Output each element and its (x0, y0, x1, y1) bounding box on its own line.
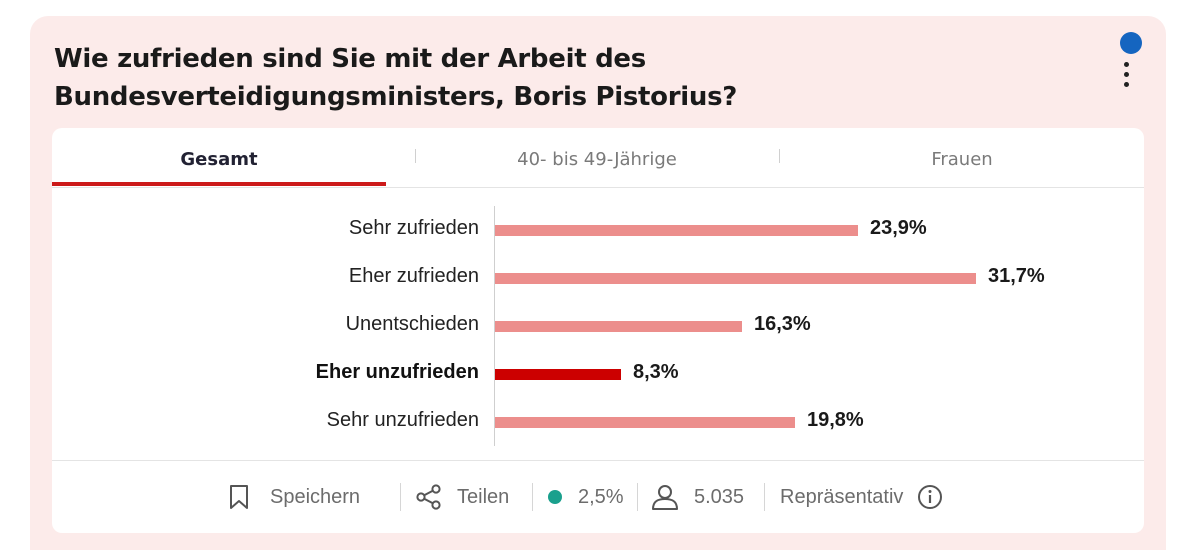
result-row: Eher unzufrieden 8,3% (52, 352, 1144, 392)
category-label: Sehr zufrieden (348, 217, 479, 239)
tab-divider (415, 149, 416, 163)
error-margin: 2,5% (548, 481, 624, 513)
value-label: 23,9% (870, 217, 927, 239)
result-bar (495, 369, 621, 380)
category-label: Eher zufrieden (348, 265, 479, 287)
share-button[interactable]: Teilen (415, 481, 509, 513)
status-dot (1120, 32, 1142, 54)
tab-40-49[interactable]: 40- bis 49-Jährige (517, 149, 677, 170)
poll-question: Wie zufrieden sind Sie mit der Arbeit de… (54, 44, 738, 112)
result-row: Unentschieden 16,3% (52, 304, 1144, 344)
value-label: 19,8% (807, 409, 864, 431)
respondent-count: 5.035 (650, 481, 744, 513)
margin-dot (548, 490, 562, 504)
share-label: Teilen (457, 485, 510, 508)
result-bar (495, 417, 795, 428)
user-icon (652, 485, 678, 510)
category-label: Sehr unzufrieden (326, 409, 479, 431)
save-label: Speichern (270, 485, 361, 508)
tab-frauen[interactable]: Frauen (931, 149, 993, 170)
results-panel: Gesamt 40- bis 49-Jährige Frauen Sehr zu… (52, 128, 1144, 533)
results-chart: Sehr zufrieden 23,9% Eher zufrieden 31,7% Un… (52, 188, 1144, 460)
save-button[interactable]: Speichern (228, 481, 360, 513)
poll-card: Wie zufrieden sind Sie mit der Arbeit de… (30, 16, 1166, 550)
respondent-count-value: 5.035 (694, 485, 745, 508)
value-label: 31,7% (988, 265, 1045, 287)
footer-divider (532, 483, 533, 511)
footer-divider (637, 483, 638, 511)
result-row: Sehr unzufrieden 19,8% (52, 400, 1144, 440)
value-label: 16,3% (754, 313, 811, 335)
category-label: Eher unzufrieden (315, 361, 479, 383)
category-label: Unentschieden (345, 313, 479, 335)
bookmark-icon (230, 485, 248, 509)
footer-divider (764, 483, 765, 511)
poll-footer: Speichern Teilen 2,5% 5.035 Repräsentati… (52, 460, 1144, 533)
info-icon (918, 485, 943, 509)
result-row: Sehr zufrieden 23,9% (52, 208, 1144, 248)
result-bar (495, 225, 858, 236)
result-bar (495, 321, 742, 332)
result-bar (495, 273, 976, 284)
segment-tabs: Gesamt 40- bis 49-Jährige Frauen (52, 128, 1144, 188)
representative-label: Repräsentativ (780, 485, 904, 508)
footer-divider (400, 483, 401, 511)
active-tab-indicator (52, 182, 386, 186)
more-vertical-icon (1124, 62, 1130, 87)
value-label: 8,3% (633, 361, 679, 383)
more-options-button[interactable] (1112, 32, 1142, 88)
tab-gesamt[interactable]: Gesamt (180, 149, 258, 170)
result-row: Eher zufrieden 31,7% (52, 256, 1144, 296)
chart-axis (494, 206, 495, 446)
error-margin-value: 2,5% (578, 485, 624, 508)
representative-info[interactable]: Repräsentativ (780, 481, 943, 513)
tab-divider (779, 149, 780, 163)
share-icon (416, 484, 441, 510)
